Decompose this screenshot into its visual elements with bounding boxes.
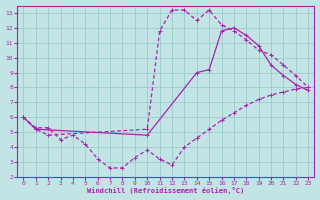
X-axis label: Windchill (Refroidissement éolien,°C): Windchill (Refroidissement éolien,°C) [87,187,244,194]
